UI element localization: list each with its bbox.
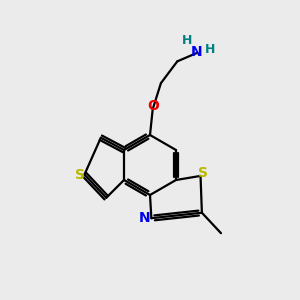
Text: O: O [147,99,159,113]
Text: H: H [206,43,216,56]
Text: S: S [198,166,208,180]
Text: S: S [75,167,85,182]
Text: H: H [182,34,192,47]
Text: N: N [139,211,150,225]
Text: N: N [191,45,203,59]
